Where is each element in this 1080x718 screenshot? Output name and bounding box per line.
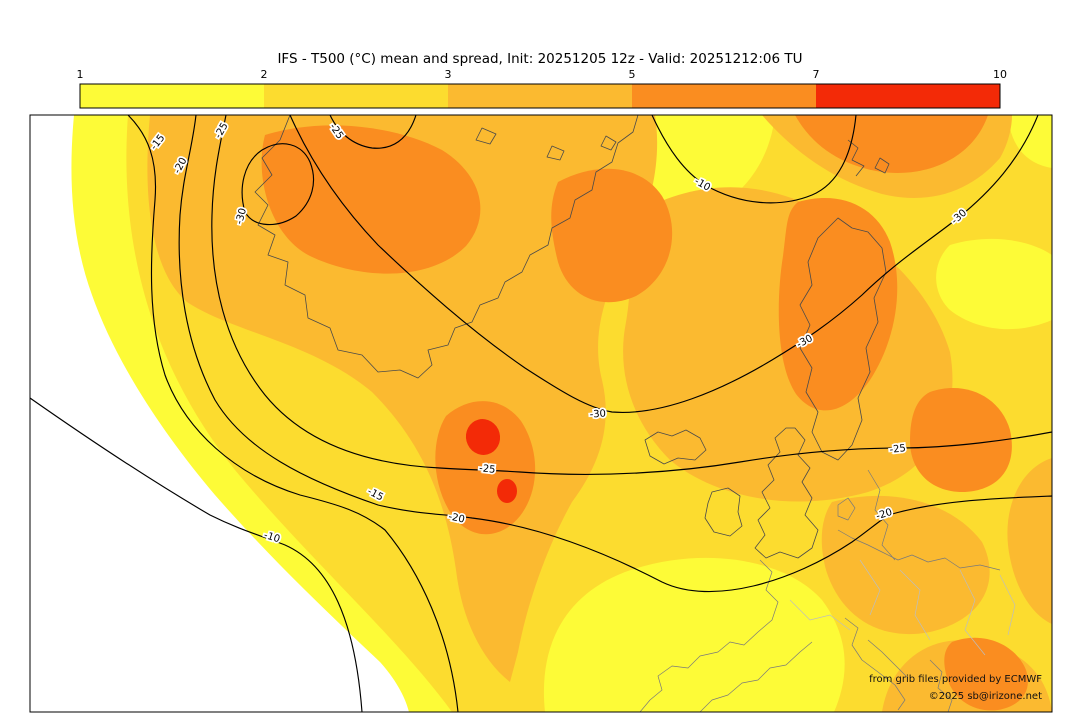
- colorbar-segment: [264, 84, 448, 108]
- figure-title: IFS - T500 (°C) mean and spread, Init: 2…: [277, 51, 802, 67]
- colorbar-tick: 3: [445, 68, 452, 81]
- spread-region-7-10: [465, 419, 501, 455]
- contour-label: -30: [589, 408, 606, 420]
- coastline-iceland: [644, 429, 707, 465]
- coastline-baltic: [837, 469, 896, 561]
- contour-minus25-arc: [329, 115, 417, 149]
- map-frame: [29, 114, 1053, 713]
- colorbar-frame: [79, 83, 1001, 109]
- spread-region-3-5: [147, 115, 658, 682]
- spread-region-5-7: [944, 637, 1028, 711]
- credits-copyright: ©2025 sb@irizone.net: [929, 691, 1042, 702]
- colorbar-tick: 7: [813, 68, 820, 81]
- contour-label: -25: [479, 463, 496, 476]
- contour-minus30-pocket: [241, 143, 315, 226]
- contour-label: -25: [889, 443, 906, 456]
- contour-minus25: [211, 115, 1052, 475]
- spread-region-5-7: [551, 168, 673, 303]
- colorbar-tick: 1: [77, 68, 84, 81]
- spread-region-1-2: [543, 557, 845, 712]
- spread-region-5-7: [795, 115, 988, 173]
- coastline-italy-adriatic: [844, 617, 909, 711]
- coastline-north-sea-europe: [837, 529, 1001, 571]
- spread-colorbar: 1 2 3 5 7 10: [77, 68, 1007, 108]
- country-borders: [789, 559, 1016, 656]
- spread-region-1-2: [936, 238, 1052, 330]
- contour-minus20: [178, 115, 1052, 593]
- colorbar-tick: 10: [993, 68, 1007, 81]
- contour-minus30-long: [289, 115, 1039, 413]
- spread-region-1-2: [639, 115, 775, 221]
- map-area: -15 -25 -25 -20 -30 -10 -30 -30 -30 -25 …: [30, 115, 1052, 712]
- coastline-arctic-islands: [475, 127, 890, 177]
- coastline-france-iberia: [639, 559, 813, 712]
- coastline-great-britain: [754, 427, 819, 559]
- spread-region-3-5: [821, 495, 990, 635]
- spread-region-7-10: [497, 479, 517, 503]
- spread-region-3-5: [1007, 458, 1052, 624]
- credits-source: from grib files provided by ECMWF: [869, 674, 1042, 685]
- contour-label: -20: [447, 511, 465, 525]
- colorbar-tick: 2: [261, 68, 268, 81]
- contour-minus15: [127, 115, 459, 712]
- coastline-greenland: [254, 115, 639, 379]
- colorbar-segment: [80, 84, 264, 108]
- colorbar-segment: [632, 84, 816, 108]
- spread-region-5-7: [910, 388, 1012, 493]
- coastline-balkans: [929, 659, 953, 712]
- spread-region-5-7: [261, 125, 481, 274]
- contour-minus10-sw: [30, 397, 363, 712]
- coastline-scandinavia: [799, 217, 887, 461]
- no-data-region: [30, 115, 409, 712]
- spread-region-1-2: [1008, 115, 1052, 168]
- colorbar-segment: [816, 84, 1000, 108]
- colorbar-tick: 5: [629, 68, 636, 81]
- coastline-ireland: [704, 487, 743, 537]
- contour-minus10-ne: [651, 115, 857, 204]
- colorbar-segment: [448, 84, 632, 108]
